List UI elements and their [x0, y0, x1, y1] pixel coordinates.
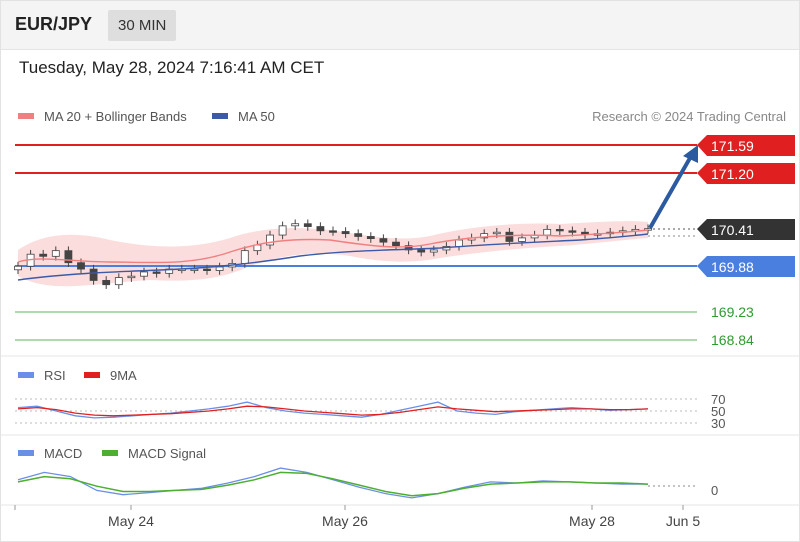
macd-legend-label: MACD	[44, 446, 82, 461]
ma20-legend-label: MA 20 + Bollinger Bands	[44, 109, 187, 124]
candle-body	[455, 239, 463, 247]
candle-body	[303, 223, 312, 227]
candle-body	[77, 262, 85, 270]
candle-body	[379, 238, 388, 243]
projection-arrow	[648, 157, 692, 229]
projection-arrowhead	[683, 145, 698, 163]
candle-body	[568, 230, 577, 233]
candle-body	[392, 241, 400, 247]
tag-171-59: 171.59	[697, 135, 795, 156]
ma50-legend-swatch	[212, 113, 228, 119]
credit-label: Research © 2024 Trading Central	[592, 109, 786, 124]
svg-text:171.59: 171.59	[711, 138, 754, 154]
macd-tick-0: 0	[711, 483, 718, 498]
candle-body	[354, 233, 363, 237]
candle-body	[14, 265, 22, 271]
xaxis-label-may26: May 26	[322, 513, 368, 529]
candle-body	[102, 280, 111, 286]
candle-body	[203, 268, 211, 271]
rsi-ma-line	[17, 405, 649, 417]
candle-body	[518, 237, 526, 242]
ma20-line	[17, 229, 649, 264]
rsi-legend-label: RSI	[44, 368, 66, 383]
candle-body	[417, 249, 426, 253]
candle-body	[240, 250, 249, 264]
candle-body	[555, 228, 564, 232]
candle-body	[366, 236, 375, 240]
candle-body	[51, 250, 60, 257]
ma50-legend-label: MA 50	[238, 109, 275, 124]
candle-body	[89, 268, 98, 281]
timestamp: Tuesday, May 28, 2024 7:16:41 AM CET	[19, 58, 325, 77]
macd-line	[17, 467, 648, 499]
rsi-tick-30: 30	[711, 416, 725, 431]
rsi-ma-legend-label: 9MA	[110, 368, 137, 383]
symbol-title: EUR/JPY	[15, 14, 93, 34]
xaxis-label-may28: May 28	[569, 513, 615, 529]
rsi-ma-legend-swatch	[84, 372, 100, 378]
svg-text:171.20: 171.20	[711, 166, 754, 182]
svg-text:169.88: 169.88	[711, 259, 754, 275]
rsi-tick-70: 70	[711, 392, 725, 407]
candle-body	[291, 223, 300, 227]
header-bar: EUR/JPY 30 MIN	[1, 1, 799, 50]
svg-text:170.41: 170.41	[711, 222, 754, 238]
candle-body	[480, 233, 489, 239]
tag-169-88: 169.88	[697, 256, 795, 277]
candle-body	[329, 230, 337, 233]
candle-body	[278, 225, 287, 236]
macd-legend-swatch	[18, 450, 34, 456]
tag-171-20: 171.20	[697, 163, 795, 184]
candle-body	[215, 266, 224, 271]
candle-body	[39, 253, 48, 257]
candle-body	[140, 271, 148, 277]
target-label-169-23: 169.23	[711, 304, 754, 320]
candle-body	[543, 228, 552, 236]
candle-body	[114, 277, 123, 286]
rsi-legend-swatch	[18, 372, 34, 378]
candle-body	[505, 231, 514, 242]
candle-body	[404, 245, 413, 251]
price-candles	[14, 219, 652, 289]
macd-signal-legend-label: MACD Signal	[128, 446, 206, 461]
tag-170-41: 170.41	[697, 219, 795, 240]
ma20-legend-swatch	[18, 113, 34, 119]
macd-signal-legend-swatch	[102, 450, 118, 456]
candle-body	[429, 249, 438, 253]
ma50-line	[17, 233, 649, 281]
candle-body	[316, 226, 325, 232]
macd-signal-line	[17, 471, 649, 497]
candle-body	[492, 231, 501, 235]
timeframe-button[interactable]: 30 MIN	[108, 10, 177, 41]
rsi-tick-50: 50	[711, 404, 725, 419]
xaxis-label-jun5: Jun 5	[666, 513, 700, 529]
target-label-168-84: 168.84	[711, 332, 754, 348]
candle-body	[64, 250, 73, 264]
candle-body	[190, 268, 199, 271]
candle-body	[152, 271, 161, 274]
candle-body	[127, 275, 136, 279]
candle-body	[341, 231, 350, 235]
candle-body	[266, 234, 274, 246]
xaxis-label-may24: May 24	[108, 513, 154, 529]
